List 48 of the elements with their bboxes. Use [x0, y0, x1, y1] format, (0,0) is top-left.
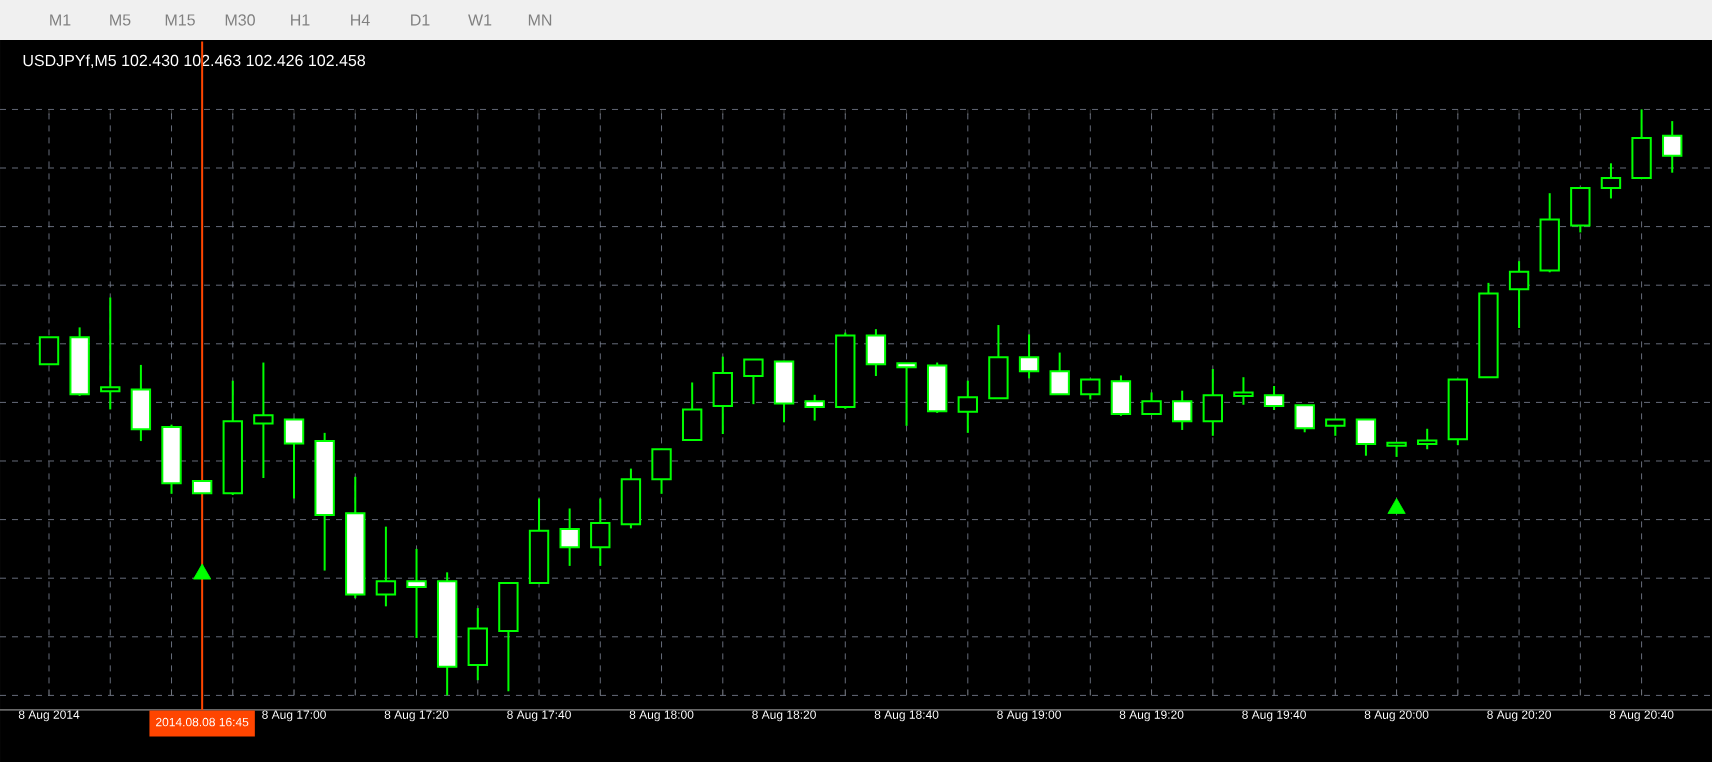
candlestick [283, 417, 305, 500]
candlestick [1508, 260, 1530, 329]
candlestick [681, 381, 703, 442]
candlestick [1233, 376, 1254, 406]
candlestick [1294, 404, 1315, 434]
text: W1 [468, 14, 492, 26]
text: M30 [225, 14, 255, 26]
candlestick [559, 507, 580, 567]
candlestick [957, 379, 978, 434]
candlestick [1263, 384, 1285, 412]
candlestick [1600, 162, 1622, 200]
candlestick [375, 525, 397, 608]
candlestick [1570, 186, 1591, 234]
candlestick [1631, 108, 1652, 179]
text: D1 [411, 14, 430, 26]
text: M1 [50, 14, 71, 26]
candlestick [1080, 378, 1101, 401]
candlestick [926, 361, 948, 414]
candlestick [253, 361, 274, 479]
text: M15 [165, 14, 195, 26]
candlestick [804, 393, 825, 422]
candlestick [1172, 389, 1193, 431]
candlestick [467, 607, 488, 682]
candlestick [406, 547, 427, 639]
candlestick [590, 497, 611, 567]
candlestick [896, 362, 917, 427]
candlestick [712, 355, 733, 436]
candlestick [651, 447, 672, 495]
candlestick [1355, 418, 1377, 457]
candlestick [988, 324, 1009, 400]
candlestick [773, 359, 795, 424]
candlestick [620, 467, 642, 530]
text: MN [528, 14, 552, 26]
candlestick [130, 363, 152, 443]
candlestick [1662, 120, 1683, 174]
text: H4 [351, 14, 370, 26]
candlestick [1110, 374, 1132, 417]
candlestick [38, 336, 60, 366]
candlestick [1141, 391, 1162, 416]
candlestick [743, 358, 764, 406]
candlestick [1417, 427, 1438, 451]
candlestick [100, 296, 121, 411]
text: M5 [110, 14, 131, 26]
candlestick [1049, 351, 1070, 396]
text: H1 [291, 14, 310, 26]
candlestick [1202, 368, 1223, 437]
candlestick [1018, 333, 1040, 380]
candlestick [865, 328, 887, 378]
